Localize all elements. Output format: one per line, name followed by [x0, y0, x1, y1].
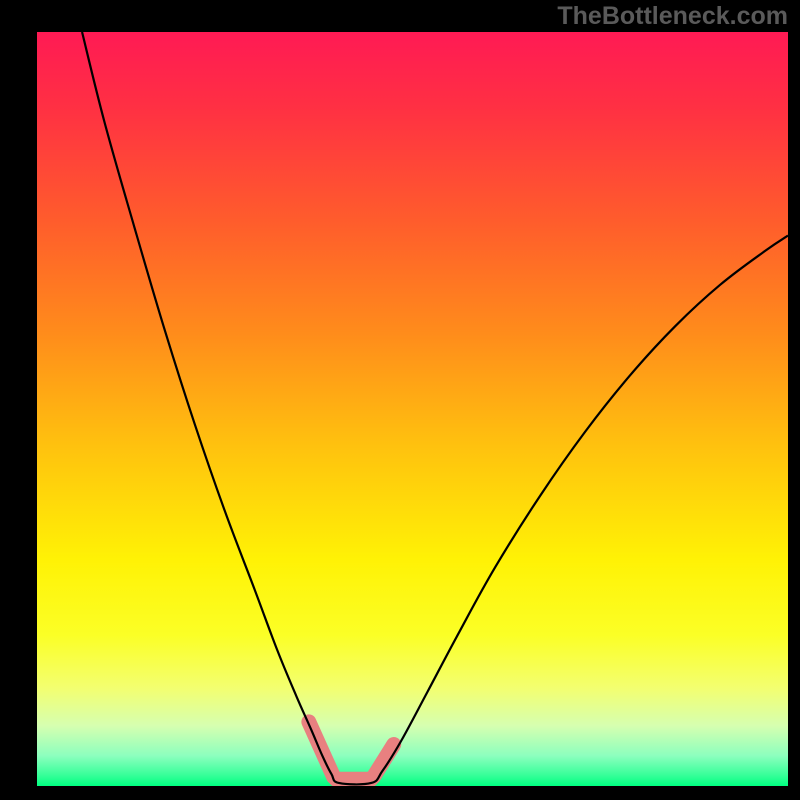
chart-svg — [37, 32, 788, 786]
gradient-background — [37, 32, 788, 786]
plot-area — [37, 32, 788, 786]
watermark-text: TheBottleneck.com — [557, 2, 788, 31]
